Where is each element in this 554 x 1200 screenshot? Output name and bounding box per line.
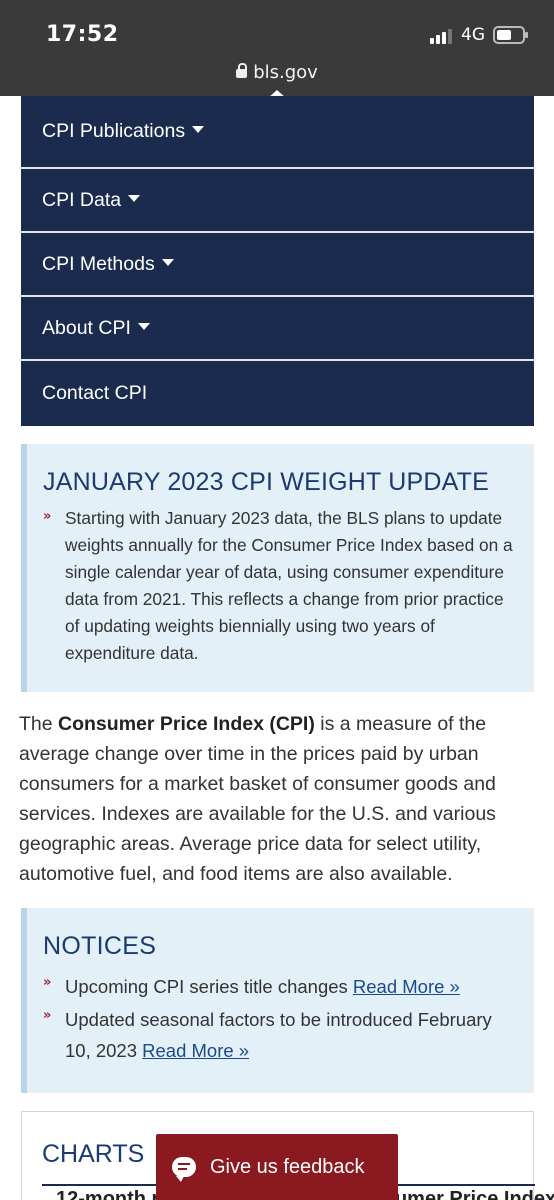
nav-item-cpi-publications[interactable]: CPI Publications	[21, 96, 534, 169]
notices-callout: NOTICES » Upcoming CPI series title chan…	[21, 908, 534, 1093]
address-bar[interactable]: bls.gov	[0, 62, 554, 83]
nav-item-cpi-data[interactable]: CPI Data	[21, 169, 534, 233]
status-time: 17:52	[46, 22, 119, 47]
update-title: JANUARY 2023 CPI WEIGHT UPDATE	[43, 468, 489, 496]
dropdown-caret-icon	[161, 258, 174, 266]
nav-item-label: Contact CPI	[42, 382, 148, 404]
notice-text: Updated seasonal factors to be introduce…	[65, 1009, 492, 1061]
read-more-link[interactable]: Read More »	[142, 1040, 250, 1061]
nav-item-about-cpi[interactable]: About CPI	[21, 297, 534, 361]
nav-item-cpi-methods[interactable]: CPI Methods	[21, 233, 534, 297]
battery-icon	[493, 26, 528, 44]
notice-item: » Updated seasonal factors to be introdu…	[43, 1004, 516, 1066]
chevron-bullet-icon: »	[43, 975, 52, 990]
chevron-bullet-icon: »	[43, 509, 52, 524]
nav-item-contact-cpi[interactable]: Contact CPI	[21, 361, 534, 426]
charts-title: CHARTS	[42, 1140, 145, 1168]
chat-icon	[172, 1157, 196, 1182]
menu-pointer-icon	[268, 90, 286, 98]
nav-item-label: About CPI	[42, 316, 131, 339]
notice-item: » Upcoming CPI series title changes Read…	[43, 971, 516, 1002]
read-more-link[interactable]: Read More »	[352, 976, 460, 997]
dropdown-caret-icon	[137, 322, 150, 330]
notice-text: Upcoming CPI series title changes	[65, 976, 353, 997]
nav-item-label: CPI Methods	[42, 252, 155, 275]
intro-body: is a measure of the average change over …	[19, 713, 496, 885]
network-type: 4G	[461, 25, 485, 45]
dropdown-caret-icon	[192, 126, 205, 133]
update-text: Starting with January 2023 data, the BLS…	[65, 508, 513, 663]
intro-prefix: The	[19, 713, 59, 735]
feedback-button[interactable]: Give us feedback	[156, 1134, 398, 1200]
nav-item-label: CPI Data	[42, 188, 122, 211]
chevron-bullet-icon: »	[43, 1008, 52, 1023]
lock-icon	[236, 63, 248, 78]
dropdown-caret-icon	[128, 194, 141, 202]
feedback-label: Give us feedback	[210, 1155, 365, 1178]
notices-title: NOTICES	[43, 932, 157, 960]
nav-item-label: CPI Publications	[42, 120, 186, 142]
cpi-nav-menu: CPI Publications CPI Data CPI Methods Ab…	[21, 96, 534, 426]
signal-icon	[430, 28, 452, 44]
cpi-intro-paragraph: The Consumer Price Index (CPI) is a meas…	[19, 709, 519, 889]
status-bar: 17:52 4G bls.gov	[0, 0, 554, 98]
intro-bold-term: Consumer Price Index (CPI)	[58, 713, 315, 735]
weight-update-callout: JANUARY 2023 CPI WEIGHT UPDATE » Startin…	[21, 444, 534, 692]
url-text: bls.gov	[253, 62, 318, 83]
update-bullet: » Starting with January 2023 data, the B…	[43, 505, 516, 667]
